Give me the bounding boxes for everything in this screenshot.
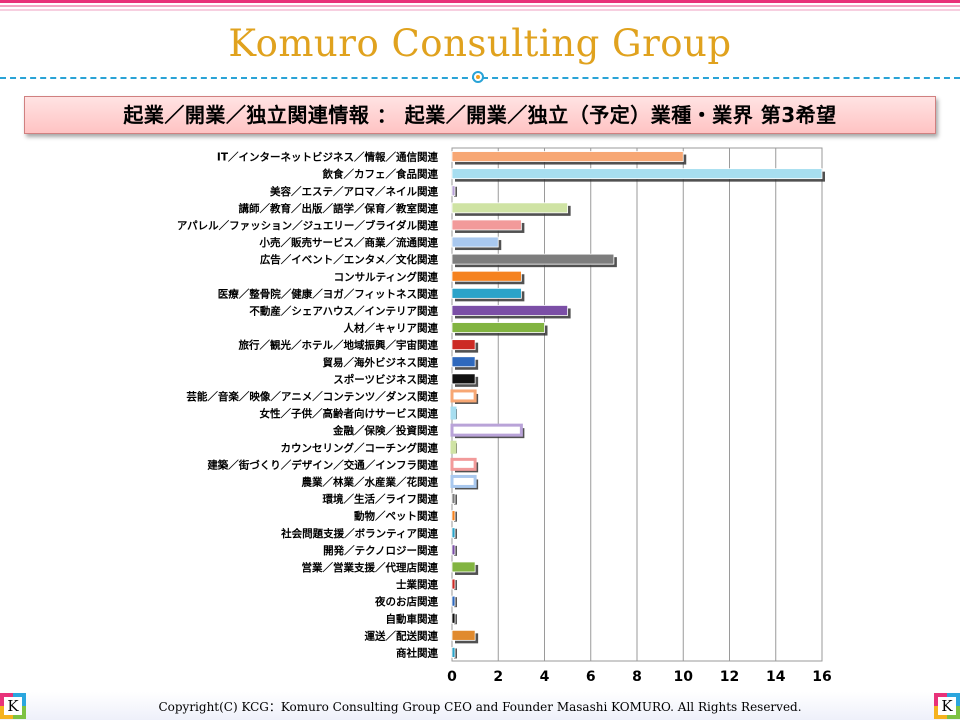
bar [450, 406, 457, 420]
bar [451, 561, 476, 573]
bar [451, 510, 456, 522]
bar [451, 339, 476, 351]
category-label: 夜のお店関連 [374, 595, 438, 608]
category-label: スポーツビジネス関連 [333, 373, 438, 386]
category-label: 士業関連 [396, 578, 438, 591]
kcg-logo-icon: K [934, 693, 960, 719]
x-tick-label: 10 [674, 669, 694, 685]
bar [451, 219, 522, 231]
category-label: 農業／林業／水産業／花関連 [302, 475, 439, 488]
category-label: 芸能／音楽／映像／アニメ／コンテンツ／ダンス関連 [186, 390, 438, 403]
category-label: 講師／教育／出版／語学／保育／教室関連 [239, 202, 439, 215]
category-label: アパレル／ファッション／ジュエリー／ブライダル関連 [177, 219, 439, 232]
bar [451, 356, 476, 368]
category-label: 動物／ペット関連 [354, 510, 438, 523]
category-label: 建築／街づくり／デザイン／交通／インフラ関連 [206, 458, 438, 471]
category-label: 医療／整骨院／健康／ヨガ／フィットネス関連 [218, 287, 439, 300]
x-tick-label: 8 [632, 669, 642, 685]
slide-title: 起業／開業／独立関連情報 ： 起業／開業／独立（予定）業種・業界 第3希望 [24, 96, 936, 134]
bar [451, 493, 456, 504]
x-tick-label: 2 [493, 669, 503, 685]
category-label: 旅行／観光／ホテル／地域振興／宇宙関連 [239, 339, 439, 352]
category-label: 女性／子供／高齢者向けサービス関連 [260, 407, 439, 420]
bar-chart: 0 2 4 6 8 10 12 14 16 IT／インターネットビジネス／情報／通信関連飲食／カフ… [177, 147, 832, 685]
category-label: カウンセリング／コーチング関連 [281, 441, 439, 454]
divider-ornament-icon [472, 71, 484, 83]
bar [450, 457, 477, 471]
category-label: 小売／販売サービス／商業／流通関連 [259, 236, 439, 249]
category-label: 飲食／カフェ／食品関連 [322, 168, 439, 181]
x-tick-label: 16 [812, 669, 831, 685]
category-label: 営業／営業支援／代理店関連 [302, 561, 439, 574]
bar [450, 474, 477, 488]
copyright-text: Copyright(C) KCG：Komuro Consulting Group… [158, 700, 802, 714]
bar [451, 185, 456, 197]
category-label: コンサルティング関連 [334, 270, 439, 283]
bar [451, 373, 476, 385]
kcg-logo-icon: K [0, 693, 26, 719]
bar [451, 168, 823, 180]
x-tick-label: 12 [720, 669, 739, 685]
x-tick-label: 14 [766, 669, 786, 685]
category-label: 商社関連 [396, 646, 438, 659]
bar [451, 629, 476, 641]
category-label: 社会問題支援／ボランティア関連 [280, 527, 438, 540]
bar [451, 305, 569, 316]
bar-shadow [454, 597, 457, 608]
bar-shadow [454, 648, 457, 659]
bar [451, 270, 522, 282]
category-label: 自動車関連 [386, 612, 439, 625]
bar-shadow [454, 511, 457, 522]
bar [451, 647, 456, 658]
brand-title: Komuro Consulting Group [228, 22, 732, 65]
bar-shadow [454, 494, 457, 505]
category-label: 貿易／海外ビジネス関連 [323, 356, 439, 369]
bar [451, 287, 522, 299]
x-tick-label: 4 [540, 669, 550, 685]
bar-shadow [454, 545, 457, 556]
bar [451, 595, 456, 607]
bar-shadow [454, 528, 457, 539]
bar-shadow [454, 186, 457, 197]
bar [450, 389, 477, 403]
category-label: 金融／保険／投資関連 [332, 424, 438, 437]
category-label: 不動産／シェアハウス／インテリア関連 [249, 304, 438, 317]
bar [451, 578, 456, 590]
x-tick-label: 6 [586, 669, 596, 685]
category-label: 環境／生活／ライフ関連 [323, 493, 439, 506]
bar-shadow [454, 580, 457, 591]
category-label: 広告／イベント／エンタメ／文化関連 [260, 253, 439, 266]
x-tick-label: 0 [447, 669, 457, 685]
bar [450, 440, 457, 454]
top-decorative-stripe [0, 0, 960, 16]
category-label: 運送／配送関連 [365, 629, 439, 642]
bar [450, 423, 523, 437]
bar-shadow [454, 614, 457, 625]
bar [451, 202, 569, 214]
bar [451, 236, 499, 248]
category-label: 開発／テクノロジー関連 [323, 544, 438, 557]
footer-bar [0, 692, 960, 720]
bar [451, 544, 456, 556]
bar [451, 322, 545, 333]
category-label: 人材／キャリア関連 [344, 322, 439, 335]
bar [451, 253, 615, 265]
category-label: IT／インターネットビジネス／情報／通信関連 [217, 151, 439, 164]
category-label: 美容／エステ／アロマ／ネイル関連 [270, 185, 438, 198]
bar [451, 527, 456, 539]
bar [451, 612, 456, 624]
bar [451, 151, 684, 162]
